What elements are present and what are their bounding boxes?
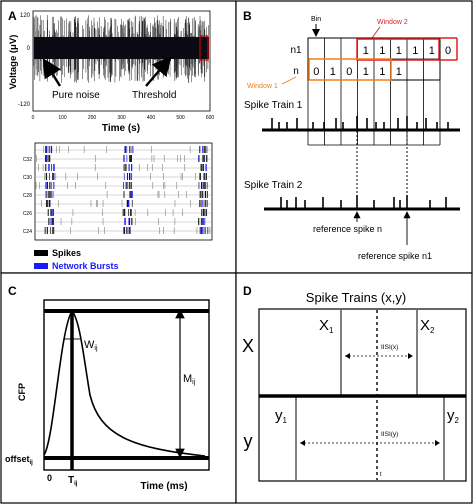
raster-label-c26: C26: [23, 211, 32, 217]
offset-label: offsetij: [5, 454, 33, 466]
bin-grid: n1 n 1 1 1 1 1 0 0 1 0 1 1 1: [290, 37, 458, 146]
raster-label-c24: C24: [23, 229, 32, 235]
row-x-label: X: [242, 336, 254, 356]
voltage-xlabel: Time (s): [102, 123, 140, 134]
x1-label: X1: [319, 317, 334, 335]
xtick-400: 400: [147, 115, 156, 121]
panel-d-letter: D: [243, 284, 252, 298]
xtick-200: 200: [88, 115, 97, 121]
panel-b-letter: B: [243, 9, 252, 23]
legend-bursts-swatch: [34, 263, 48, 269]
spike-train2-label: Spike Train 2: [244, 180, 303, 191]
xtick-500: 500: [176, 115, 185, 121]
legend-bursts-label: Network Bursts: [52, 261, 119, 271]
n-bin-6: 1: [396, 66, 402, 78]
ytick-0: 0: [27, 46, 31, 52]
window1-pointer: [281, 76, 297, 85]
cfp-curve: [43, 309, 206, 457]
ytick-neg120: -120: [18, 102, 31, 108]
raster-label-c30: C30: [23, 175, 32, 181]
n-bin-2: 1: [330, 66, 336, 78]
n-bin-1: 0: [313, 66, 319, 78]
panel-c-frame: [0, 272, 237, 504]
isi-y-arrowhead-left: [300, 440, 305, 446]
panel-a: A 120 0 -120 Voltage (μV) 0 100 200 300 …: [0, 0, 237, 274]
bin-label: Bin: [311, 16, 321, 23]
cfp-x0: 0: [47, 473, 52, 483]
n1-bin-7: 1: [412, 45, 418, 57]
xtick-0: 0: [32, 115, 35, 121]
isi-y-arrowhead-right: [435, 440, 440, 446]
row-label-n1: n1: [290, 45, 302, 56]
panel-a-letter: A: [8, 9, 17, 23]
xtick-300: 300: [117, 115, 126, 121]
n1-bin-8: 1: [429, 45, 435, 57]
cfp-xlabel: Time (ms): [140, 481, 187, 492]
pure-noise-arrow: [42, 57, 62, 87]
threshold-window-box: [199, 35, 209, 61]
panel-b-frame: [235, 0, 473, 274]
voltage-ylabel: Voltage (μV): [8, 35, 19, 90]
panel-d-frame: [235, 272, 473, 504]
panel-c-letter: C: [8, 284, 17, 298]
n1-bin-6: 1: [396, 45, 402, 57]
raster-spikes: [35, 146, 211, 234]
threshold-arrow: [145, 56, 172, 87]
spike-train1-spikes: [271, 116, 449, 130]
isi-x-arrowhead-left: [345, 353, 350, 359]
cfp-plot-frame: [43, 299, 210, 471]
ytick-120: 120: [20, 13, 31, 19]
window2-box: [356, 38, 440, 61]
w-label: Wij: [84, 339, 98, 352]
window1-box: [308, 58, 392, 81]
isi-x-label: IISI(x): [381, 344, 398, 351]
n1-bin-5: 1: [379, 45, 385, 57]
window2-label: Window 2: [377, 19, 408, 26]
row-label-n: n: [293, 66, 299, 77]
y2-label: y2: [447, 407, 460, 425]
isi-y-label: IISI(y): [381, 431, 398, 438]
xtick-600: 600: [206, 115, 215, 121]
spike-train2-spikes: [280, 195, 447, 209]
xtick-100: 100: [58, 115, 67, 121]
legend-spikes-label: Spikes: [52, 248, 81, 258]
ref-spike-n-label: reference spike n: [313, 224, 382, 234]
n-bin-4: 1: [363, 66, 369, 78]
legend-spikes-swatch: [34, 250, 48, 256]
panel-d-title: Spike Trains (x,y): [306, 290, 406, 305]
panel-b: B Bin Window 2 Window 1 n1 n 1 1 1: [235, 0, 473, 274]
threshold-label: Threshold: [132, 90, 176, 101]
ref-spike-n1-label: reference spike n1: [358, 251, 432, 261]
pure-noise-label: Pure noise: [52, 90, 100, 101]
panel-c: C Wij Mij CFP offsetij 0 Tij Time (ms): [0, 272, 237, 504]
m-label: Mij: [183, 373, 196, 386]
time-t-label: t: [380, 472, 382, 478]
voltage-plot: 120 0 -120 Voltage (μV) 0 100 200 300 40…: [8, 10, 215, 134]
window1-label: Window 1: [247, 83, 278, 90]
x2-label: X2: [420, 317, 435, 335]
cfp-ylabel: CFP: [17, 383, 27, 401]
t-label: Tij: [68, 475, 78, 487]
raster-plot: C32 C30 C28 C26 C24: [23, 142, 213, 241]
row-y-label: y: [244, 431, 253, 451]
voltage-noise-band: [34, 37, 209, 59]
n-bin-5: 1: [379, 66, 385, 78]
window2-pointer: [371, 26, 381, 39]
raster-label-c32: C32: [23, 157, 32, 163]
n1-bin-9: 0: [445, 45, 451, 57]
panel-d: D Spike Trains (x,y) X y X1 X2 y1 y2 t I…: [235, 272, 473, 504]
raster-legend: Spikes Network Bursts: [34, 248, 119, 271]
raster-label-c28: C28: [23, 193, 32, 199]
y1-label: y1: [275, 407, 288, 425]
n-bin-3: 0: [346, 66, 352, 78]
isi-x-arrowhead-right: [408, 353, 413, 359]
spike-train1-label: Spike Train 1: [244, 100, 303, 111]
n1-bin-4: 1: [363, 45, 369, 57]
